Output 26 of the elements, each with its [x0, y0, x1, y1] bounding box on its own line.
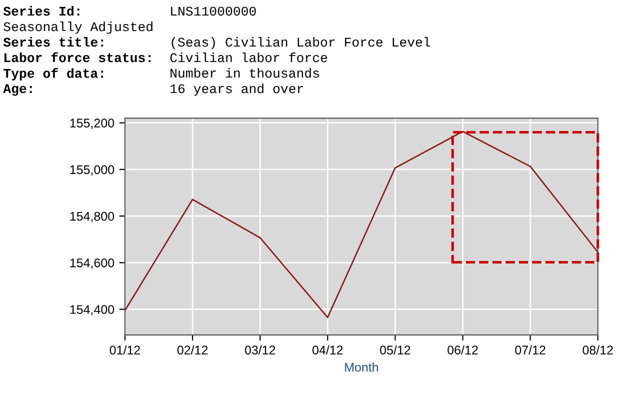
- text: Civilian labor force: [170, 52, 328, 62]
- x-tick-label: 04/12: [312, 345, 343, 354]
- x-tick-label: 06/12: [448, 345, 478, 354]
- x-tick-label: 08/12: [582, 345, 613, 354]
- text: (Seas) Civilian Labor Force Level: [172, 37, 430, 50]
- line-series: [124, 130, 598, 318]
- x-tick-label: 07/12: [515, 345, 546, 354]
- text: Age:: [3, 84, 32, 96]
- text: LNS11000000: [171, 6, 256, 16]
- x-tick-label: 03/12: [244, 345, 276, 354]
- text: Seasonally Adjusted: [4, 22, 152, 34]
- y-tick-label: 154,800: [70, 212, 114, 222]
- y-tick-label: 154,600: [70, 258, 114, 269]
- text: Series title:: [3, 37, 104, 47]
- x-tick-label: 02/12: [177, 345, 208, 354]
- text: 16 years and over: [170, 84, 303, 96]
- y-tick-label: 155,200: [70, 118, 114, 129]
- x-axis-title: Month: [345, 362, 378, 372]
- x-tick-label: 05/12: [380, 345, 410, 354]
- text: Series Id:: [3, 6, 80, 16]
- text: Type of data:: [4, 68, 104, 80]
- y-tick-label: 154,400: [70, 305, 114, 316]
- text: Number in thousands: [170, 68, 319, 78]
- y-tick-label: 155,000: [70, 165, 114, 176]
- x-tick-label: 01/12: [110, 345, 140, 354]
- text: Labor force status:: [4, 52, 151, 62]
